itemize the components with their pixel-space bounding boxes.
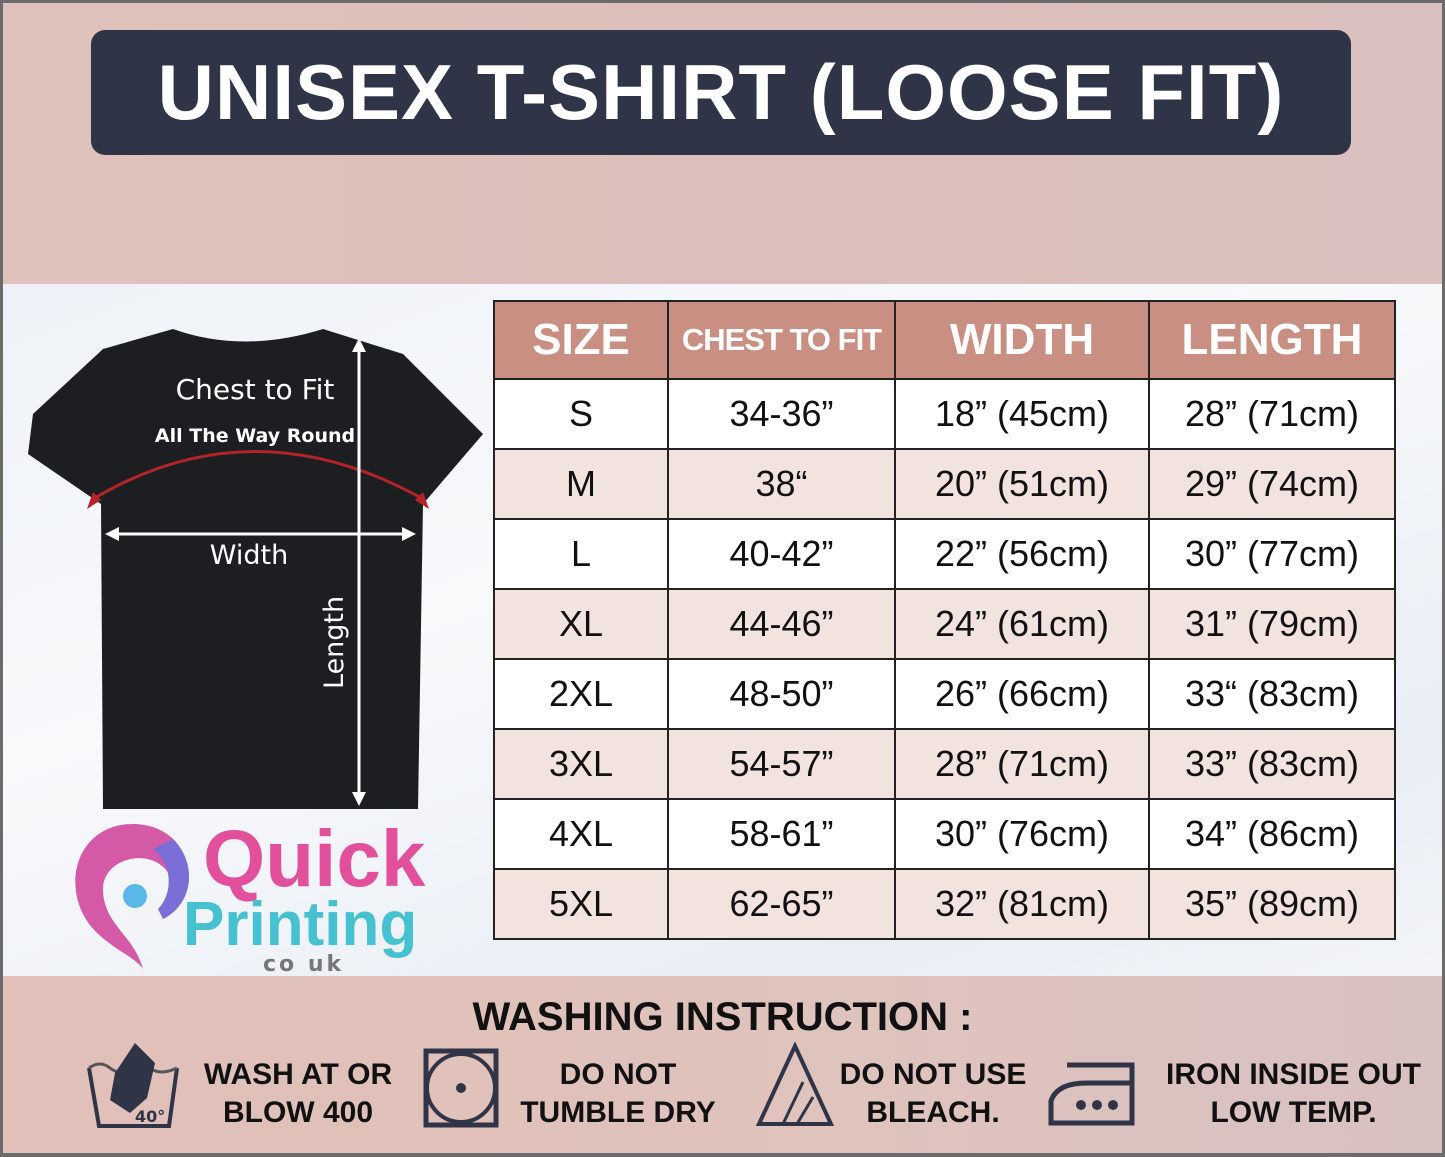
main-section: Chest to Fit All The Way Round Width Len… [3,284,1442,976]
header-band: UNISEX T-SHIRT (LOOSE FIT) [3,3,1442,284]
page-title: UNISEX T-SHIRT (LOOSE FIT) [91,30,1351,155]
table-row: 4XL 58-61” 30” (76cm) 34” (86cm) [493,798,1396,870]
iron-line2: LOW TEMP. [1210,1096,1377,1129]
width-label: Width [210,540,288,571]
tshirt-diagram: Chest to Fit All The Way Round Width Len… [28,329,483,809]
iron-icon [1048,1062,1135,1126]
logo-text-quick: Quick [203,814,426,903]
no-bleach-icon [755,1042,835,1126]
quick-printing-logo: Quick Printing co uk [63,814,443,977]
chest-label: Chest to Fit [176,373,335,406]
no-tumble-dry-icon [423,1048,499,1128]
cell-width: 22” (56cm) [894,518,1150,590]
cell-length: 34” (86cm) [1148,798,1396,870]
hand-wash-40-icon: 40° [87,1043,179,1128]
tumble-line1: DO NOT [559,1058,677,1091]
cell-chest: 38“ [667,448,896,520]
chest-arc [92,450,424,501]
logo-text-domain: co uk [263,952,345,977]
cell-width: 30” (76cm) [894,798,1150,870]
tumble-instruction: DO NOT TUMBLE DRY [513,1056,723,1132]
cell-length: 31” (79cm) [1148,588,1396,660]
cell-chest: 40-42” [667,518,896,590]
header-width: WIDTH [894,300,1150,380]
cell-chest: 48-50” [667,658,896,730]
bleach-line1: DO NOT USE [839,1058,1027,1091]
iron-instruction: IRON INSIDE OUT LOW TEMP. [1151,1056,1436,1132]
cell-length: 35” (89cm) [1148,868,1396,940]
wash-instruction: WASH AT OR BLOW 400 [193,1056,403,1132]
tshirt-shape [28,329,483,809]
cell-size: XL [493,588,669,660]
cell-size: M [493,448,669,520]
cell-length: 30” (77cm) [1148,518,1396,590]
cell-length: 28” (71cm) [1148,378,1396,450]
tumble-line2: TUMBLE DRY [520,1096,716,1129]
bleach-line2: BLEACH. [866,1096,1000,1129]
cell-size: L [493,518,669,590]
chest-sublabel: All The Way Round [155,425,355,447]
table-row: L 40-42” 22” (56cm) 30” (77cm) [493,518,1396,590]
cell-length: 29” (74cm) [1148,448,1396,520]
cell-size: 4XL [493,798,669,870]
size-chart: UNISEX T-SHIRT (LOOSE FIT) Chest to Fit … [3,3,1442,1153]
cell-chest: 44-46” [667,588,896,660]
cell-width: 32” (81cm) [894,868,1150,940]
table-row: 3XL 54-57” 28” (71cm) 33” (83cm) [493,728,1396,800]
washing-section: WASHING INSTRUCTION : 40° WASH AT OR BLOW… [3,976,1442,1153]
washing-title: WASHING INSTRUCTION : [472,995,973,1039]
cell-chest: 58-61” [667,798,896,870]
cell-chest: 54-57” [667,728,896,800]
cell-size: 5XL [493,868,669,940]
cell-length: 33“ (83cm) [1148,658,1396,730]
table-row: 5XL 62-65” 32” (81cm) 35” (89cm) [493,868,1396,940]
table-row: M 38“ 20” (51cm) 29” (74cm) [493,448,1396,520]
wash-temp: 40° [135,1107,165,1126]
size-table: SIZE CHEST TO FIT WIDTH LENGTH S 34-36” 18… [493,300,1396,940]
table-row: S 34-36” 18” (45cm) 28” (71cm) [493,378,1396,450]
cell-chest: 34-36” [667,378,896,450]
wash-line1: WASH AT OR [203,1058,393,1091]
logo-text-printing: Printing [183,890,418,959]
table-row: 2XL 48-50” 26” (66cm) 33“ (83cm) [493,658,1396,730]
cell-width: 28” (71cm) [894,728,1150,800]
header-length: LENGTH [1148,300,1396,380]
bleach-instruction: DO NOT USE BLEACH. [838,1056,1028,1132]
cell-width: 26” (66cm) [894,658,1150,730]
cell-width: 18” (45cm) [894,378,1150,450]
cell-size: 3XL [493,728,669,800]
header-chest: CHEST TO FIT [667,300,896,380]
table-row: XL 44-46” 24” (61cm) 31” (79cm) [493,588,1396,660]
logo-mark-icon [75,824,190,969]
cell-size: S [493,378,669,450]
cell-length: 33” (83cm) [1148,728,1396,800]
cell-chest: 62-65” [667,868,896,940]
cell-width: 24” (61cm) [894,588,1150,660]
cell-size: 2XL [493,658,669,730]
table-header-row: SIZE CHEST TO FIT WIDTH LENGTH [493,300,1396,380]
wash-line2: BLOW 400 [222,1096,374,1129]
iron-line1: IRON INSIDE OUT [1165,1058,1421,1091]
cell-width: 20” (51cm) [894,448,1150,520]
header-size: SIZE [493,300,669,380]
length-label: Length [319,596,350,689]
